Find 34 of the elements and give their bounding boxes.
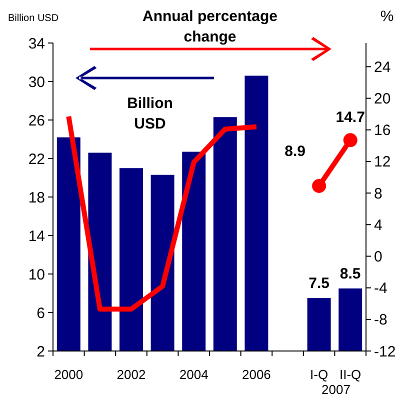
y-tick-label: 34 — [28, 35, 45, 52]
y-tick-label: 14 — [28, 228, 45, 245]
y-tick-label: 10 — [28, 266, 45, 284]
x-tick-label: 2006 — [242, 367, 271, 382]
y2-tick-label: 4 — [374, 216, 382, 234]
y-tick-label: 2 — [36, 343, 45, 360]
x-tick-label: 2002 — [116, 367, 146, 382]
y2-tick-label: 24 — [374, 58, 391, 76]
y2-tick-label: 0 — [374, 248, 382, 266]
x-tick-label: 2004 — [179, 367, 208, 382]
x-tick-label: 2000 — [54, 367, 84, 382]
y2-tick-label: 8 — [374, 185, 382, 202]
annotation: Annual percentage change — [142, 8, 278, 46]
y2-tick-label: 20 — [374, 90, 391, 108]
y2-tick-label: -4 — [374, 280, 388, 298]
y-tick-label: 22 — [28, 150, 45, 168]
y2-axis-title: % — [380, 8, 394, 25]
y-tick-label: 30 — [28, 74, 45, 91]
y2-tick-label: 12 — [374, 154, 391, 171]
y2-tick-label: -12 — [374, 343, 396, 360]
y-tick-label: 18 — [28, 189, 45, 206]
annotation: Billion USD — [127, 95, 173, 132]
y-axis-title: Billion USD — [8, 13, 59, 24]
data-label: 7.5 — [308, 275, 330, 292]
y-tick-label: 26 — [28, 112, 45, 130]
y2-tick-label: 16 — [374, 122, 391, 140]
y-tick-label: 6 — [36, 304, 45, 322]
text: 2007 — [322, 382, 350, 397]
data-label: 8.5 — [340, 265, 361, 282]
data-label: 8.9 — [284, 142, 306, 160]
y2-tick-label: -8 — [374, 312, 388, 329]
x-tick-label: I-Q — [310, 367, 328, 382]
data-label: 14.7 — [336, 109, 365, 126]
x-tick-label: II-Q — [340, 367, 362, 382]
